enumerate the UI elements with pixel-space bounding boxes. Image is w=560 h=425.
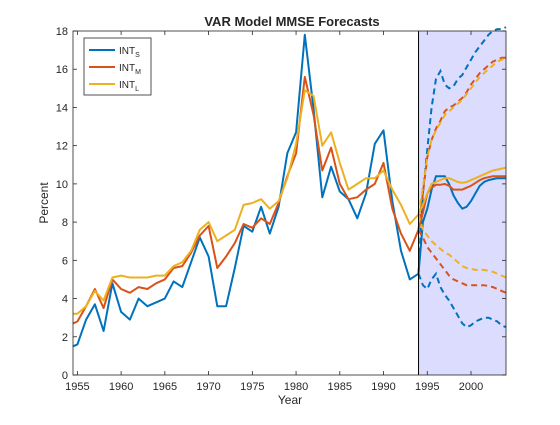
series-layer <box>72 33 420 348</box>
series-line-int-m <box>72 75 420 325</box>
series-line-int-l <box>73 89 420 315</box>
y-tick-label: 2 <box>62 332 68 344</box>
x-tick-label: 1995 <box>415 381 439 393</box>
y-tick-label: 18 <box>56 26 68 38</box>
x-tick-label: 1970 <box>196 381 220 393</box>
x-tick-label: 1985 <box>328 381 352 393</box>
forecast-lower-int-s <box>417 271 507 329</box>
y-tick-label: 0 <box>62 370 68 382</box>
y-tick-label: 6 <box>62 255 68 267</box>
legend-label-int-m: INTM <box>119 63 141 76</box>
y-tick-label: 16 <box>56 64 68 76</box>
x-tick-label: 1960 <box>109 381 133 393</box>
y-tick-label: 14 <box>56 102 68 114</box>
x-axis-label: Year <box>278 393 302 407</box>
forecast-mean-int-m <box>417 175 506 231</box>
forecast-lower-int-m <box>417 229 507 294</box>
forecast-mean-int-s <box>417 175 506 274</box>
y-tick-label: 10 <box>56 179 68 191</box>
forecast-lower-int-l <box>417 214 507 279</box>
forecast-upper-int-s <box>417 26 507 274</box>
forecast-upper-int-l <box>417 56 507 215</box>
y-tick-label: 12 <box>56 141 68 153</box>
legend: INTS INTM INTL <box>83 37 152 96</box>
forecast-upper-int-m <box>417 56 506 230</box>
forecast-band-layer <box>418 31 506 375</box>
y-tick-label: 8 <box>62 217 68 229</box>
legend-label-int-l: INTL <box>119 80 139 93</box>
legend-label-int-s: INTS <box>119 46 140 59</box>
x-tick-label: 1980 <box>284 381 308 393</box>
axes-box <box>72 30 507 376</box>
y-tick-label: 4 <box>62 294 68 306</box>
x-tick-label: 1975 <box>240 381 264 393</box>
x-tick-label: 2000 <box>459 381 483 393</box>
chart-title: VAR Model MMSE Forecasts <box>204 14 379 29</box>
x-tick-label: 1965 <box>153 381 177 393</box>
x-tick-label: 1990 <box>371 381 395 393</box>
forecast-mean-int-l <box>417 166 507 215</box>
x-tick-label: 1955 <box>65 381 89 393</box>
tick-label-layer: 1955 1960 1965 1970 1975 1980 1985 1990 1995 2000… <box>56 26 506 393</box>
forecast-band <box>418 31 506 375</box>
axes-layer <box>72 30 507 376</box>
forecast-layer <box>417 26 507 375</box>
legend-box <box>83 37 152 96</box>
y-axis-label: Percent <box>37 182 51 224</box>
